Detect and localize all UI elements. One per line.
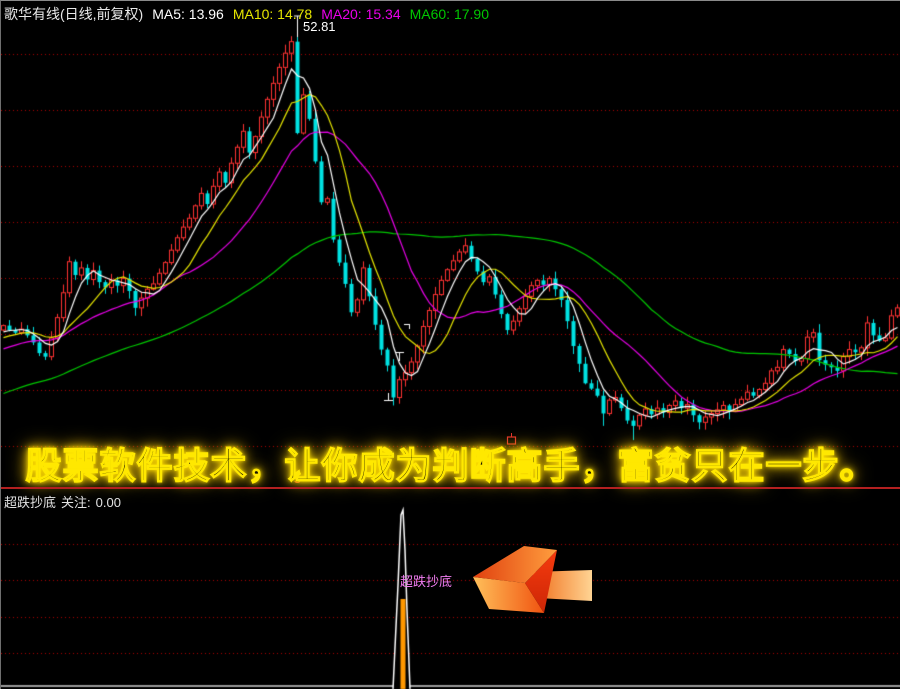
indicator-focus-label: 关注: [61,495,91,510]
chart-header: 歌华有线(日线,前复权) MA5: 13.96 MA10: 14.78 MA20: 1… [4,4,498,22]
indicator-sub-chart[interactable] [1,490,900,689]
symbol-title: 歌华有线(日线,前复权) [4,6,144,22]
signal-text-label: 超跌抄底 [400,574,453,589]
sell-signal-marker: S [294,475,301,486]
ma5-value: MA5: 13.96 [152,6,224,22]
ma10-value: MA10: 14.78 [232,6,313,22]
peak-price-label: 52.81 [303,19,336,34]
main-candlestick-chart[interactable] [1,1,900,490]
arrow-top-face [473,546,557,583]
ma60-value: MA60: 17.90 [409,6,489,22]
indicator-header: 超跌抄底 关注: 0.00 [4,492,126,511]
arrow-bottom-face [473,577,544,613]
price-tag-marker [506,433,517,445]
promo-banner-text: 股票软件技术，让你成为判断高手，富贫只在一步。 [25,444,877,486]
arrow-front-face [525,550,557,613]
indicator-focus-value: 0.00 [95,495,121,510]
indicator-title: 超跌抄底 [4,495,57,510]
panel-separator-line [1,487,900,489]
ma20-value: MA20: 15.34 [321,6,401,22]
left-arrow-graphic [473,546,592,613]
